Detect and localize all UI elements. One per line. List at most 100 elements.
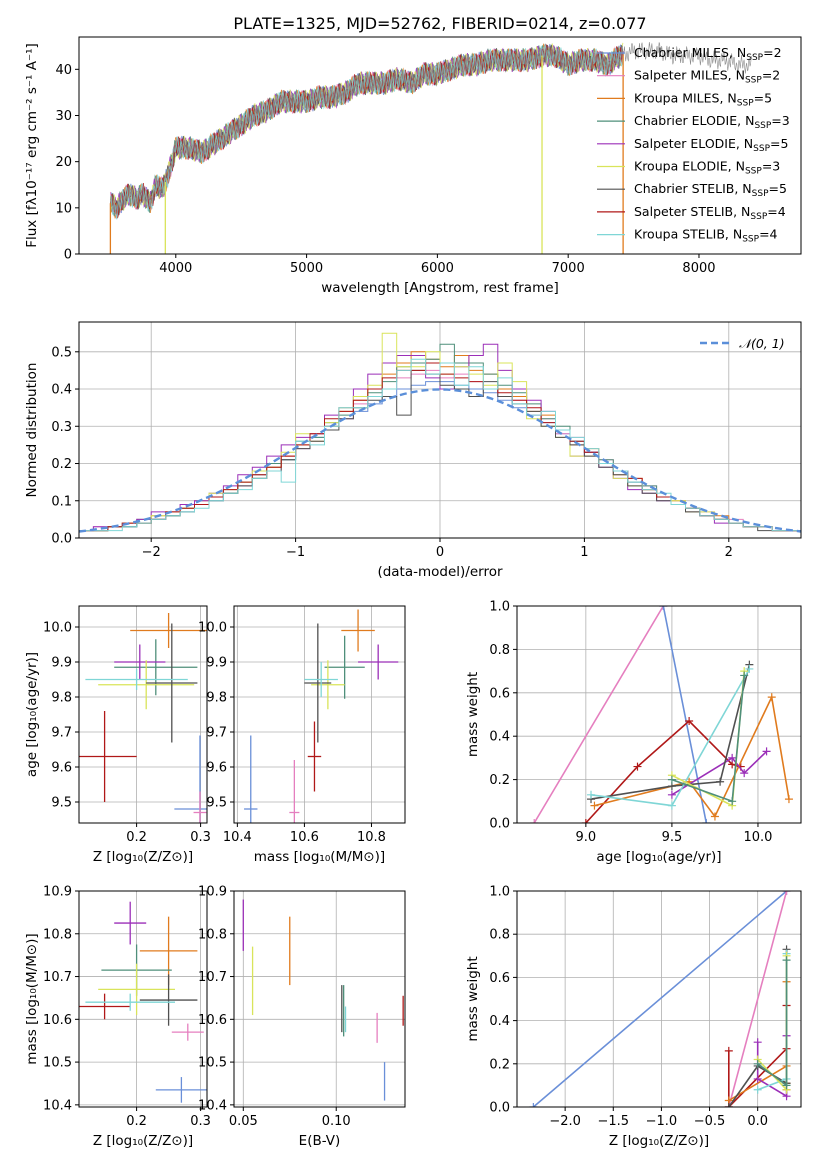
axes-frame (78, 890, 208, 1108)
legend-subscript: SSP (752, 189, 769, 199)
y-tick-label: 10.8 (198, 927, 227, 942)
weight-marker (581, 819, 590, 823)
x-tick-label: 10.4 (223, 830, 252, 845)
weight-marker (767, 693, 776, 702)
weight-line-1 (662, 606, 708, 823)
error-point-4 (358, 644, 399, 680)
legend-subscript: SSP (745, 167, 762, 177)
spectrum-line-5 (109, 42, 624, 212)
y-tick-label: 9.7 (206, 726, 227, 741)
x-axis-label: age [log₁₀(age/yr)] (596, 849, 721, 865)
error-point-8 (85, 993, 175, 1011)
legend-label: Chabrier MILES, N (634, 45, 746, 60)
x-tick-label: 1 (580, 545, 588, 560)
plot-area (79, 606, 207, 823)
y-tick-label: 10.0 (198, 621, 227, 636)
error-point-6 (304, 623, 332, 743)
x-tick-label: −1 (286, 545, 305, 560)
legend-value: =3 (762, 159, 780, 174)
panel-age_vs_Z: 0.2 0.3 9.5 9.6 9.7 9.8 9.9 10.0 Z [log₁₀(Z/Z⊙)]… (24, 605, 211, 865)
legend-value: =4 (759, 227, 777, 242)
axes-frame (78, 605, 208, 824)
y-tick-label: 0.3 (51, 420, 72, 435)
weight-line-8 (757, 960, 788, 1087)
y-tick-label: 0.6 (489, 686, 510, 701)
x-axis-label: Z [log₁₀(Z/Z⊙)] (609, 1133, 709, 1149)
legend-value: =5 (754, 90, 772, 105)
weight-marker (667, 775, 676, 784)
y-tick-label: 9.9 (51, 656, 72, 671)
error-point-4 (114, 644, 166, 680)
weight-marker (753, 1074, 762, 1083)
observed-spectrum (110, 42, 752, 216)
spectrum-line-6 (109, 44, 624, 216)
y-axis-label: Flux [fλ10⁻¹⁷ erg cm⁻² s⁻¹ A⁻¹] (24, 43, 40, 248)
x-tick-label: 5000 (290, 261, 323, 276)
legend-entry: Salpeter ELODIE, NSSP=5 (634, 136, 788, 154)
weight-marker (529, 1103, 538, 1107)
y-tick-label: 9.8 (51, 691, 72, 706)
error-point-2 (139, 916, 198, 986)
x-tick-label: 10.0 (743, 830, 772, 845)
legend-entry: Kroupa STELIB, NSSP=4 (634, 227, 778, 245)
panel-weight_vs_Z: −2.0 −1.5 −1.0 −0.5 0.0 0.0 0.2 0.4 0.6 0.8 1.0 Z [… (465, 885, 802, 1149)
y-tick-label: 10.5 (198, 1056, 227, 1071)
legend-label: Chabrier STELIB, N (634, 181, 752, 196)
x-axis-label: Z [log₁₀(Z/Z⊙)] (93, 1133, 193, 1149)
weight-marker (530, 819, 539, 823)
x-axis-label: wavelength [Angstrom, rest frame] (321, 280, 559, 296)
y-tick-label: 10.6 (43, 1013, 72, 1028)
y-tick-label: 0.5 (51, 345, 72, 360)
weight-marker (724, 1046, 733, 1055)
plot-area (109, 42, 752, 254)
spectrum-line-0 (109, 43, 624, 217)
y-tick-label: 0.8 (489, 928, 510, 943)
error-point-5 (98, 660, 195, 710)
plot-area (79, 322, 801, 538)
weight-marker (590, 801, 599, 810)
weight-marker (782, 956, 791, 965)
x-tick-label: 0.3 (190, 830, 211, 845)
error-point-6 (139, 974, 198, 1026)
weight-marker (784, 795, 793, 804)
y-tick-label: 20 (55, 155, 72, 170)
y-tick-label: 9.6 (51, 761, 72, 776)
plot-area (517, 606, 801, 823)
weight-marker (633, 762, 642, 771)
axes-frame (78, 36, 802, 255)
panel-mass_vs_Z: 0.2 0.3 10.4 10.5 10.6 10.7 10.8 10.9 Z [log₁₀(Z… (24, 885, 211, 1150)
x-tick-label: −0.5 (694, 1114, 726, 1129)
spectrum-line-1 (109, 44, 624, 219)
weight-line-5 (590, 664, 751, 800)
y-tick-label: 9.5 (206, 796, 227, 811)
y-tick-label: 30 (55, 109, 72, 124)
y-tick-label: 9.6 (206, 761, 227, 776)
y-tick-label: 0.2 (51, 457, 72, 472)
legend-value: =4 (767, 204, 785, 219)
error-point-3 (324, 635, 365, 699)
weight-marker (667, 801, 676, 810)
legend-value: =3 (771, 113, 789, 128)
y-tick-label: 0.2 (489, 1057, 510, 1072)
spectrum-line-3 (109, 45, 624, 217)
normal-curve (79, 388, 801, 533)
x-tick-label: 0 (436, 545, 444, 560)
weight-marker (782, 1081, 791, 1090)
y-tick-label: 0.0 (51, 532, 72, 547)
weight-line-4 (671, 750, 768, 796)
y-tick-label: 10.7 (43, 970, 72, 985)
legend: 𝒩(0, 1) (700, 336, 785, 351)
y-tick-label: 0.1 (51, 494, 72, 509)
y-tick-label: 9.9 (206, 656, 227, 671)
legend-entry: Salpeter STELIB, NSSP=4 (634, 204, 786, 222)
legend-label: Kroupa STELIB, N (634, 227, 742, 242)
axes-frame (516, 890, 802, 1108)
y-tick-label: 10.8 (43, 927, 72, 942)
axes-frame (233, 890, 406, 1108)
panel-weight_vs_age: 9.0 9.5 10.0 0.0 0.2 0.4 0.6 0.8 1.0 age [log₁₀(a… (465, 600, 802, 865)
panel-mass_vs_EBV: 0.05 0.10 10.4 10.5 10.6 10.7 10.8 10.9 E(B-V) (198, 885, 406, 1149)
legend-label: Kroupa MILES, N (634, 90, 737, 105)
error-point-8 (85, 669, 188, 690)
x-tick-label: −1.5 (597, 1114, 629, 1129)
